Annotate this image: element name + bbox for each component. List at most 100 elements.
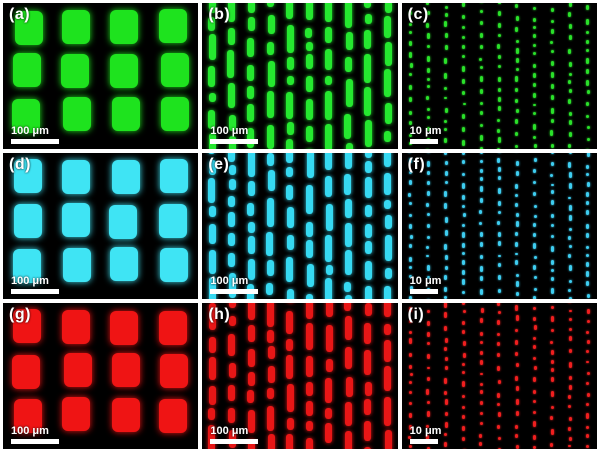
pattern-element — [533, 7, 537, 11]
pattern-element — [444, 160, 448, 166]
pattern-element — [247, 85, 254, 99]
pattern-element — [267, 198, 275, 228]
pattern-element — [267, 60, 275, 88]
pattern-element — [461, 195, 465, 201]
pattern-element — [568, 153, 572, 154]
pattern-element — [248, 303, 256, 321]
pattern-element — [306, 293, 314, 299]
pattern-element — [461, 279, 465, 285]
pattern-element — [586, 182, 590, 187]
pattern-element — [551, 95, 555, 100]
pattern-element — [550, 8, 554, 13]
pattern-element — [462, 3, 466, 7]
pattern-element — [462, 260, 466, 266]
pattern-element — [208, 153, 216, 155]
pattern-element — [586, 281, 590, 286]
pattern-element — [532, 265, 536, 270]
pattern-element — [208, 408, 216, 420]
pattern-element — [497, 411, 501, 418]
pattern-element — [497, 303, 501, 307]
pattern-element — [324, 378, 332, 403]
pattern-element — [228, 165, 236, 176]
pattern-element — [409, 72, 413, 77]
pattern-element — [461, 55, 465, 58]
pattern-element — [533, 325, 537, 330]
pattern-element — [111, 96, 140, 131]
pattern-element — [344, 282, 352, 293]
pattern-element — [208, 303, 216, 330]
pattern-element — [462, 352, 466, 359]
pattern-element — [498, 447, 501, 449]
pattern-element — [426, 107, 430, 111]
pattern-element — [325, 123, 333, 149]
pattern-element — [515, 424, 519, 429]
pattern-element — [62, 248, 91, 283]
pattern-element — [383, 199, 391, 210]
pattern-element — [479, 350, 483, 355]
pattern-element — [497, 436, 501, 441]
pattern-element — [426, 85, 430, 89]
pattern-element — [266, 329, 274, 343]
pattern-element — [568, 89, 572, 93]
pattern-element — [384, 303, 392, 317]
pattern-element — [550, 40, 554, 45]
pattern-element — [532, 243, 536, 250]
pattern-element — [551, 349, 555, 355]
pattern-element — [480, 88, 484, 94]
pattern-element — [426, 389, 430, 396]
pattern-element — [498, 105, 502, 111]
pattern-element — [427, 126, 431, 131]
pattern-element — [586, 153, 590, 158]
pattern-element — [364, 161, 372, 173]
scale-bar: 100 μm — [11, 425, 59, 444]
pattern-element — [306, 185, 314, 214]
pattern-element — [325, 324, 333, 353]
pattern-element — [62, 9, 91, 44]
pattern-element — [443, 87, 447, 91]
pattern-element — [497, 288, 501, 293]
pattern-element — [533, 168, 537, 173]
pattern-element — [364, 224, 372, 238]
pattern-element — [286, 139, 294, 149]
pattern-element — [567, 196, 571, 200]
pattern-element — [426, 435, 430, 441]
pattern-element — [365, 303, 373, 316]
pattern-element — [586, 191, 590, 198]
scale-label: 100 μm — [210, 425, 249, 437]
scale-bar-line — [210, 439, 259, 444]
pattern-element — [444, 378, 448, 384]
pattern-element — [585, 48, 589, 53]
pattern-element — [14, 11, 43, 46]
pattern-element — [286, 434, 294, 449]
pattern-element — [568, 98, 572, 104]
pattern-element — [426, 171, 430, 175]
pattern-element — [533, 204, 537, 209]
pattern-element — [408, 30, 412, 34]
pattern-element — [532, 316, 536, 321]
pattern-element — [345, 346, 353, 370]
pattern-element — [325, 175, 333, 198]
pattern-element — [479, 242, 483, 248]
pattern-element — [444, 171, 448, 177]
pattern-element — [497, 392, 501, 398]
pattern-element — [497, 76, 501, 82]
pattern-element — [247, 349, 255, 368]
pattern-element — [497, 128, 501, 133]
pattern-element — [497, 353, 501, 358]
pattern-element — [444, 58, 448, 65]
pattern-element — [550, 277, 554, 281]
pattern-element — [228, 408, 236, 423]
pattern-element — [61, 54, 90, 89]
pattern-element — [364, 382, 372, 396]
pattern-element — [515, 444, 519, 449]
pattern-element — [409, 364, 413, 369]
pattern-element — [515, 399, 519, 406]
pattern-element — [497, 3, 501, 5]
pattern-element — [461, 371, 465, 374]
pattern-element — [568, 288, 572, 292]
pattern-element — [228, 272, 236, 298]
pattern-element — [498, 379, 502, 385]
pattern-element — [209, 223, 217, 245]
pattern-element — [344, 401, 352, 427]
pattern-element — [586, 360, 590, 364]
